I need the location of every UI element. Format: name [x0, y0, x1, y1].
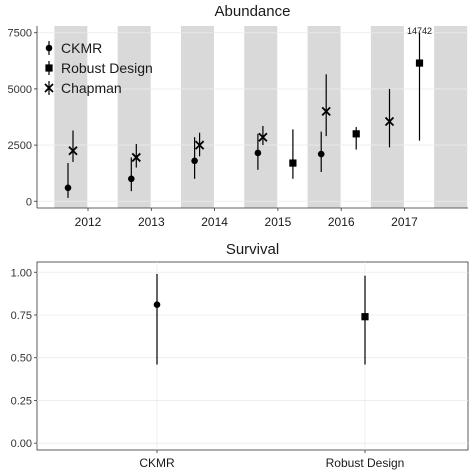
data-point — [321, 106, 331, 117]
series-ckmr — [64, 131, 325, 198]
annotation-label: 14742 — [407, 26, 432, 36]
year-band — [54, 26, 88, 208]
abundance-y-tick-label: 5000 — [8, 84, 32, 96]
data-point — [258, 132, 268, 142]
data-point — [128, 175, 135, 183]
legend-label: CKMR — [61, 40, 102, 56]
legend-label: Robust Design — [61, 60, 153, 76]
data-point — [415, 59, 424, 67]
survival-x-tick-label: Robust Design — [326, 456, 405, 470]
abundance-x-tick-label: 2012 — [75, 215, 102, 229]
data-point — [317, 150, 325, 158]
survival-y-tick-label: 0.75 — [11, 310, 32, 322]
data-point — [131, 152, 141, 163]
survival-y-tick-label: 0.00 — [11, 438, 32, 450]
abundance-x-tick-label: 2015 — [265, 215, 292, 229]
abundance-y-tick-label: 0 — [26, 196, 32, 208]
survival-plot-background — [36, 261, 469, 451]
year-band — [180, 26, 214, 208]
abundance-x-tick-label: 2016 — [328, 215, 355, 229]
abundance-x-tick-label: 2014 — [201, 215, 228, 229]
year-band — [434, 26, 468, 208]
year-band — [244, 26, 278, 208]
year-band — [370, 26, 404, 208]
data-point — [361, 313, 369, 321]
year-band — [307, 26, 341, 208]
survival-y-tick-label: 1.00 — [11, 267, 32, 279]
abundance-x-tick-label: 2017 — [391, 215, 418, 229]
abundance-panel: 0 2500 5000 7500 2012 2013 2014 2015 2016 2017 147… — [8, 26, 468, 229]
data-point — [194, 140, 205, 150]
survival-y-tick-label: 0.25 — [11, 395, 32, 407]
survival-y-tick-label: 0.50 — [11, 353, 32, 365]
abundance-legend: CKMR Robust Design Chapman — [44, 40, 153, 96]
legend-label: Chapman — [61, 80, 122, 96]
legend-key-marker — [44, 83, 54, 93]
data-point — [68, 146, 78, 156]
survival-title: Survival — [226, 241, 279, 258]
survival-panel: 0.00 0.25 0.50 0.75 1.00 CKMR Robust Design — [11, 261, 469, 470]
abundance-y-tick-label: 7500 — [8, 28, 32, 40]
legend-key-marker — [45, 44, 53, 52]
data-point — [289, 159, 297, 167]
data-point — [352, 130, 360, 138]
abundance-y-tick-label: 2500 — [8, 140, 32, 152]
data-point — [384, 116, 395, 127]
data-point — [254, 149, 262, 157]
data-point — [153, 301, 161, 309]
series-robust-design — [289, 32, 424, 179]
abundance-title: Abundance — [215, 3, 291, 20]
data-point — [64, 184, 72, 192]
survival-x-tick-label: CKMR — [139, 456, 175, 470]
abundance-x-tick-label: 2013 — [138, 215, 165, 229]
legend-key-marker — [45, 64, 53, 72]
data-point — [191, 157, 198, 165]
series-chapman — [68, 74, 395, 168]
year-band — [117, 26, 151, 208]
